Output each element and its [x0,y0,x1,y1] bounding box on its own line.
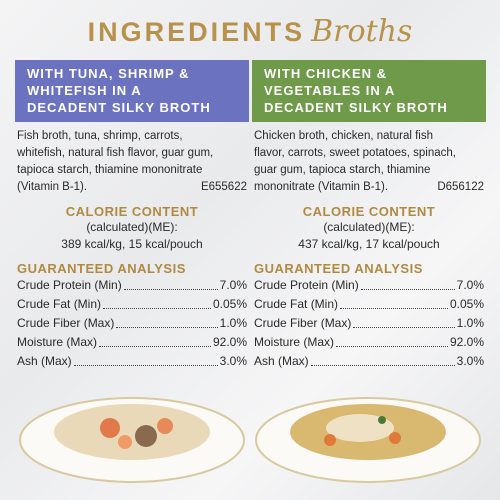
analysis-value: 0.05% [212,297,247,311]
analysis-value: 3.0% [219,354,247,368]
analysis-row: Crude Fat (Min) 0.05% [15,295,249,314]
heading-line: WHITEFISH IN A [27,83,142,98]
dot-leader [116,314,218,328]
ingredient-line: Chicken broth, chicken, natural fish [254,130,433,142]
heading-line: DECADENT SILKY BROTH [264,100,448,115]
ingredient-line: (Vitamin B-1). [17,181,88,193]
ingredients: Chicken broth, chicken, natural fish flav… [252,128,486,196]
analysis-label: Moisture (Max) [17,335,98,349]
dot-leader [353,314,455,328]
ingredient-line: flavor, carrots, sweet potatoes, spinach… [254,147,456,159]
analysis-label: Ash (Max) [254,354,309,368]
analysis-label: Crude Protein (Min) [254,278,359,292]
heading-line: DECADENT SILKY BROTH [27,100,211,115]
calorie-value: 389 kcal/kg, 15 kcal/pouch [61,237,203,251]
product-code: E655622 [200,181,247,193]
analysis-value: 1.0% [219,316,247,330]
column: WITH CHICKEN & VEGETABLES IN A DECADENT SI… [252,60,486,371]
analysis-row: Crude Protein (Min) 7.0% [15,276,249,295]
analysis-label: Ash (Max) [17,354,72,368]
dot-leader [360,276,455,290]
analysis-label: Crude Protein (Min) [17,278,122,292]
analysis-label: Crude Fat (Min) [17,297,102,311]
title-text: INGREDIENTS [87,17,306,47]
calorie-title: CALORIE CONTENT [65,204,199,219]
analysis-label: Crude Fat (Min) [254,297,339,311]
analysis-value: 0.05% [449,297,484,311]
title: INGREDIENTS Broths [0,14,500,49]
analysis-row: Crude Fiber (Max) 1.0% [15,314,249,333]
ingredient-line: Fish broth, tuna, shrimp, carrots, [17,130,183,142]
dot-leader [99,333,211,347]
analysis-value: 7.0% [219,278,247,292]
analysis-row: Crude Fiber (Max) 1.0% [252,314,486,333]
calorie-title: CALORIE CONTENT [302,204,436,219]
analysis-value: 7.0% [456,278,484,292]
analysis-row: Crude Fat (Min) 0.05% [252,295,486,314]
column-heading: WITH CHICKEN & VEGETABLES IN A DECADENT SI… [252,60,486,122]
analysis-label: Moisture (Max) [254,335,335,349]
analysis-title: GUARANTEED ANALYSIS [17,261,186,276]
calorie-note: (calculated)(ME): [323,220,415,234]
analysis-label: Crude Fiber (Max) [254,316,352,330]
analysis-row: Moisture (Max) 92.0% [252,333,486,352]
dot-leader [340,295,448,309]
dot-leader [73,352,218,366]
heading-line: VEGETABLES IN A [264,83,396,98]
ingredients: Fish broth, tuna, shrimp, carrots, whitef… [15,128,249,196]
analysis-title: GUARANTEED ANALYSIS [254,261,423,276]
heading-line: WITH CHICKEN & [264,66,388,81]
dot-leader [336,333,448,347]
analysis-row: Ash (Max) 3.0% [252,352,486,371]
ingredient-line: mononitrate (Vitamin B-1). [254,181,389,193]
calorie-note: (calculated)(ME): [86,220,178,234]
ingredient-line: guar gum, tapioca starch, thiamine [254,164,431,176]
analysis-value: 1.0% [456,316,484,330]
analysis-value: 92.0% [212,335,247,349]
analysis-row: Ash (Max) 3.0% [15,352,249,371]
calorie-value: 437 kcal/kg, 17 kcal/pouch [298,237,440,251]
ingredient-line: whitefish, natural fish flavor, guar gum… [17,147,214,159]
analysis-value: 92.0% [449,335,484,349]
analysis-label: Crude Fiber (Max) [17,316,115,330]
dot-leader [123,276,218,290]
dot-leader [310,352,455,366]
dot-leader [103,295,211,309]
ingredient-line: tapioca starch, thiamine mononitrate [17,164,203,176]
subtitle: Broths [311,14,413,49]
heading-line: WITH TUNA, SHRIMP & [27,66,190,81]
column: WITH TUNA, SHRIMP & WHITEFISH IN A DECADEN… [15,60,249,371]
analysis-row: Moisture (Max) 92.0% [15,333,249,352]
column-heading: WITH TUNA, SHRIMP & WHITEFISH IN A DECADEN… [15,60,249,122]
product-code: D656122 [437,181,484,193]
analysis-row: Crude Protein (Min) 7.0% [252,276,486,295]
analysis-value: 3.0% [456,354,484,368]
